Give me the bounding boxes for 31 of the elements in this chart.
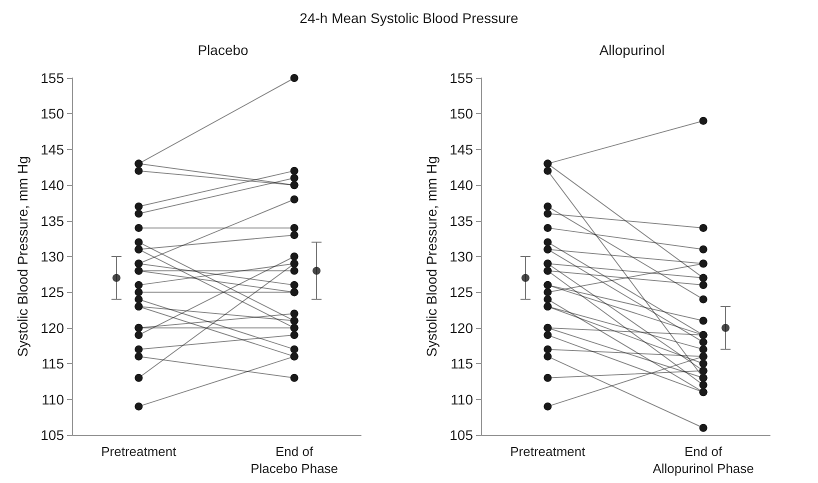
- y-tick-label: 110: [42, 391, 64, 408]
- y-tick-label: 140: [450, 177, 474, 194]
- chart-subtitle: Placebo: [198, 42, 249, 58]
- y-axis-title: Systolic Blood Pressure, mm Hg: [14, 156, 31, 357]
- y-tick-label: 150: [450, 106, 474, 122]
- y-tick-label: 130: [40, 248, 64, 264]
- y-tick-label: 120: [40, 320, 64, 336]
- y-tick-label: 150: [40, 106, 64, 122]
- y-tick-label: 140: [40, 177, 64, 194]
- y-tick-label: 105: [450, 427, 474, 443]
- y-tick-label: 110: [450, 391, 474, 408]
- x-tick-label: End of Allopurinol Phase: [652, 444, 754, 476]
- y-tick-label: 130: [450, 248, 474, 264]
- x-tick-label: Pretreatment: [101, 444, 177, 459]
- y-tick-label: 125: [40, 284, 64, 300]
- text: 24-h Mean Systolic Blood Pressure: [298, 10, 520, 26]
- y-tick-label: 155: [450, 70, 474, 86]
- y-tick-label: 105: [40, 427, 64, 443]
- y-tick-label: 120: [450, 320, 474, 336]
- y-axis-title: Systolic Blood Pressure, mm Hg: [424, 156, 440, 357]
- y-tick-label: 115: [450, 356, 474, 372]
- y-tick-label: 145: [40, 141, 64, 158]
- y-tick-label: 145: [450, 141, 474, 158]
- x-tick-label: Pretreatment: [510, 444, 586, 459]
- y-tick-label: 115: [42, 356, 64, 372]
- y-tick-label: 155: [40, 70, 64, 86]
- y-tick-label: 135: [450, 212, 474, 229]
- y-tick-label: 135: [40, 212, 64, 229]
- y-tick-label: 125: [450, 284, 474, 300]
- x-tick-label: End of Placebo Phase: [250, 444, 338, 476]
- chart-subtitle: Allopurinol: [599, 42, 665, 58]
